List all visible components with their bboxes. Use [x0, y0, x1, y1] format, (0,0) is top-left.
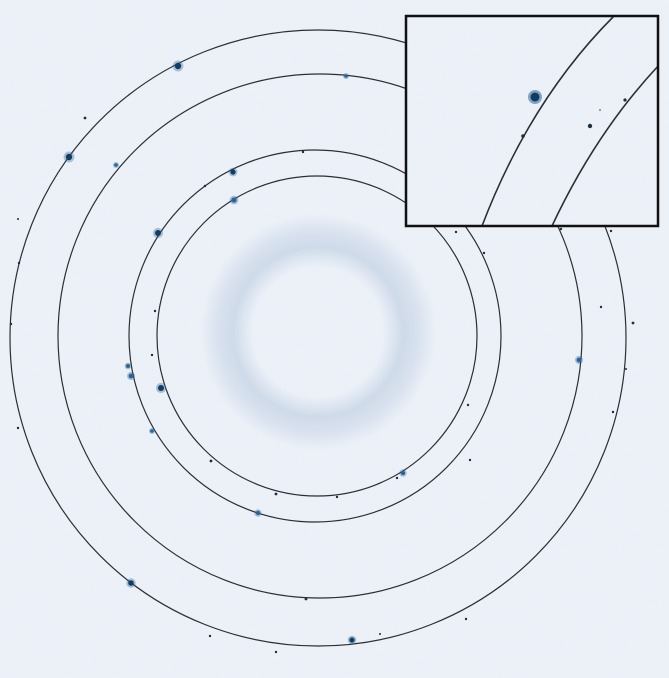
- bragg-spot: [16, 426, 20, 430]
- bragg-spot: [335, 495, 339, 499]
- inset-ring-arc-outer: [481, 16, 615, 226]
- bragg-spot: [631, 321, 635, 325]
- bragg-spot: [344, 74, 348, 78]
- debye-rings: [9, 29, 627, 647]
- diffraction-ring-outer: [9, 29, 627, 647]
- bragg-spot: [150, 353, 154, 357]
- inset-ring-arc-inner: [551, 64, 658, 226]
- zoom-inset: [404, 14, 660, 228]
- bragg-spot: [482, 251, 486, 255]
- inset-border: [404, 14, 660, 228]
- bragg-spot: [304, 597, 308, 601]
- inset-small-spot: [623, 98, 627, 102]
- inset-small-spot: [587, 123, 593, 129]
- bragg-spot: [395, 476, 399, 480]
- diffraction-ring-inner: [156, 175, 478, 497]
- bragg-spot: [83, 116, 87, 120]
- bragg-spot: [17, 261, 21, 265]
- inset-faint-spot: [598, 108, 602, 112]
- inset-small-spot: [521, 134, 525, 138]
- bragg-spot: [274, 492, 278, 496]
- bragg-spot: [379, 633, 381, 635]
- inset-bragg-spot: [530, 92, 540, 102]
- bragg-spot: [609, 229, 613, 233]
- bragg-spot: [576, 357, 582, 363]
- diffuse-scattering-halo: [200, 214, 436, 450]
- bragg-spot: [466, 403, 470, 407]
- bragg-spot: [559, 227, 563, 231]
- bragg-spot: [158, 385, 164, 391]
- bragg-spot: [203, 184, 207, 188]
- bragg-spot: [155, 230, 161, 236]
- bragg-spots: [9, 60, 635, 654]
- diffraction-ring-third: [128, 149, 502, 523]
- bragg-spot: [114, 163, 118, 167]
- bragg-spot: [128, 580, 134, 586]
- bragg-spot: [174, 62, 182, 70]
- bragg-spot: [65, 153, 73, 161]
- bragg-spot: [231, 197, 237, 203]
- bragg-spot: [17, 218, 19, 220]
- bragg-spot: [255, 510, 261, 516]
- bragg-spot: [208, 634, 212, 638]
- bragg-spot: [599, 305, 603, 309]
- bragg-spot: [128, 373, 134, 379]
- bragg-spot: [625, 368, 627, 370]
- bragg-spot: [400, 470, 406, 476]
- bragg-spot: [150, 429, 154, 433]
- bragg-spot: [274, 650, 278, 654]
- bragg-spot: [468, 458, 472, 462]
- bragg-spot: [301, 150, 305, 154]
- bragg-spot: [9, 322, 13, 326]
- bragg-spot: [126, 364, 130, 368]
- diffraction-ring-second: [57, 73, 583, 599]
- bragg-spot: [454, 230, 458, 234]
- bragg-spot: [153, 309, 157, 313]
- bragg-spot: [230, 169, 236, 175]
- bragg-spot: [464, 617, 468, 621]
- bragg-spot: [209, 459, 213, 463]
- bragg-spot: [611, 410, 615, 414]
- bragg-spot: [349, 637, 355, 643]
